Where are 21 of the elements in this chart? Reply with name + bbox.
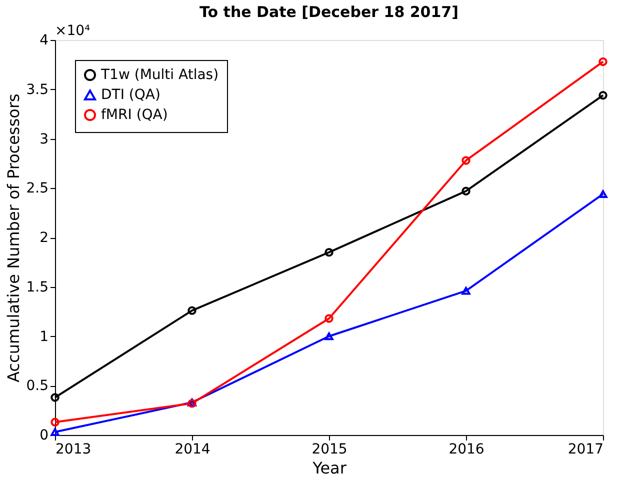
x-tick-label: 2015 bbox=[312, 442, 348, 458]
y-tick-label: 3.5 bbox=[26, 82, 48, 98]
y-tick-label: 2 bbox=[40, 230, 48, 246]
x-axis-title: Year bbox=[312, 458, 347, 478]
text: ×10⁴ bbox=[55, 23, 91, 39]
legend-label: fMRI (QA) bbox=[101, 107, 168, 123]
x-tick-label: 2013 bbox=[56, 442, 92, 458]
y-axis-title: Accumulative Number of Processors bbox=[4, 94, 24, 382]
y-tick-label: 2.5 bbox=[26, 180, 48, 197]
y-tick-label: 1 bbox=[40, 328, 48, 345]
legend-label: DTI (QA) bbox=[101, 87, 160, 103]
x-tick-label: 2016 bbox=[448, 442, 484, 458]
y-tick-label: 0 bbox=[40, 428, 48, 444]
chart-title: To the Date [Deceber 18 2017] bbox=[200, 3, 458, 21]
x-tick-label: 2017 bbox=[568, 442, 604, 458]
x-tick-label: 2014 bbox=[174, 442, 210, 458]
y-tick-label: 0.5 bbox=[26, 378, 48, 394]
legend-label: T1w (Multi Atlas) bbox=[100, 67, 219, 83]
y-tick-label: 3 bbox=[40, 131, 48, 148]
y-tick-label: 1.5 bbox=[26, 279, 48, 296]
y-tick-label: 4 bbox=[40, 32, 49, 48]
